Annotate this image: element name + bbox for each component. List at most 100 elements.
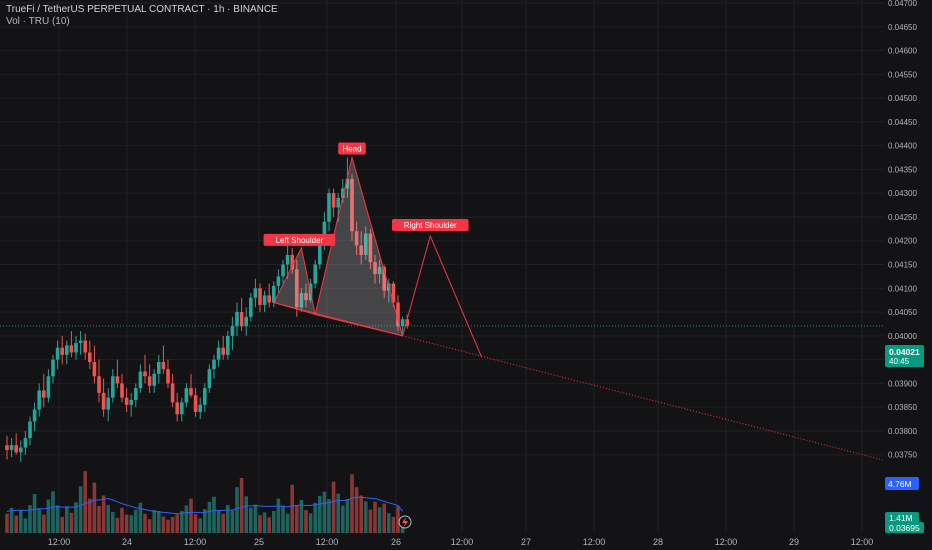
volume-bar <box>267 517 271 533</box>
candle <box>193 388 198 417</box>
volume-bar <box>391 516 396 533</box>
candle <box>115 359 120 389</box>
price-tick-label: 0.04400 <box>888 142 917 151</box>
candle <box>327 188 331 232</box>
candle <box>226 331 230 360</box>
time-tick-label: 12:00 <box>583 537 606 547</box>
price-axis[interactable]: 0.04700 0.04650 0.04600 0.04550 0.04500 0.044… <box>884 0 932 533</box>
candle <box>129 392 133 417</box>
candle <box>295 259 299 317</box>
candle <box>92 345 97 384</box>
head-label[interactable]: Head <box>338 142 366 155</box>
candle <box>244 307 248 336</box>
head-and-shoulders-pattern[interactable]: Left Shoulder Head Right Shoulder <box>263 142 885 461</box>
candle <box>9 438 14 458</box>
volume-bar <box>189 498 193 533</box>
price-tick-label: 0.04050 <box>888 308 917 317</box>
candle <box>5 435 9 460</box>
volume-bar <box>239 478 244 533</box>
time-tick-label: 25 <box>254 537 264 547</box>
volume-bar <box>32 494 37 533</box>
candle <box>32 402 37 431</box>
last-price-badge: 0.04021 40:45 <box>885 345 924 367</box>
price-tick-label: 0.04650 <box>888 23 917 32</box>
right-shoulder-label[interactable]: Right Shoulder <box>391 218 469 231</box>
candle <box>134 383 138 408</box>
volume-bar <box>106 505 110 533</box>
symbol-title[interactable]: TrueFi / TetherUS PERPETUAL CONTRACT · 1… <box>6 4 278 15</box>
candle <box>304 283 308 308</box>
candle <box>51 354 55 384</box>
volume-bar <box>78 486 83 533</box>
volume-bar <box>262 512 267 533</box>
volume-bar <box>295 505 299 533</box>
volume-bar <box>244 496 248 533</box>
volume-bar <box>147 519 152 533</box>
price-tick-label: 0.03750 <box>888 451 917 460</box>
price-tick-label: 0.04350 <box>888 165 917 174</box>
left-shoulder-shape[interactable] <box>273 246 316 316</box>
candle <box>37 383 41 417</box>
price-tick-label: 0.04500 <box>888 94 917 103</box>
volume-bar <box>221 513 225 533</box>
volume-bar <box>120 507 124 533</box>
price-tick-label: 0.03850 <box>888 403 917 412</box>
lightning-icon[interactable] <box>398 515 412 529</box>
right-shoulder-shape[interactable] <box>402 234 483 358</box>
volume-bar <box>400 526 405 533</box>
time-axis[interactable]: 12:00 24 12:00 25 12:00 26 12:00 27 12:00 28 12:00… <box>0 533 932 550</box>
candle <box>230 316 235 351</box>
candle <box>198 397 202 420</box>
volume-bar <box>230 510 235 533</box>
volume-bar <box>364 501 368 533</box>
volume-bar <box>23 518 28 533</box>
candle <box>138 364 143 393</box>
volume-bar <box>129 515 133 533</box>
volume-bar <box>313 502 317 533</box>
time-tick-label: 12:00 <box>48 537 71 547</box>
volume-bars <box>5 471 405 533</box>
price-tick-label: 0.04250 <box>888 213 917 222</box>
time-tick-label: 12:00 <box>851 537 874 547</box>
neckline-extension[interactable] <box>402 335 885 461</box>
left-shoulder-label[interactable]: Left Shoulder <box>263 233 336 246</box>
candle <box>180 397 184 422</box>
time-tick-label: 12:00 <box>184 537 207 547</box>
volume-bar <box>180 511 184 533</box>
volume-bar <box>304 510 308 533</box>
volume-legend[interactable]: Vol · TRU (10) <box>6 16 70 27</box>
neckline[interactable] <box>273 302 403 337</box>
volume-bar <box>249 507 253 533</box>
time-tick-label: 12:00 <box>715 537 738 547</box>
candle <box>313 259 317 289</box>
candle <box>147 364 152 393</box>
volume-bar <box>46 499 51 533</box>
volume-bar <box>166 519 170 533</box>
candle <box>184 383 189 408</box>
head-shape[interactable] <box>314 155 404 337</box>
volume-bar <box>51 491 55 533</box>
volume-bar <box>152 510 156 533</box>
volume-bar <box>28 505 32 533</box>
candle <box>78 331 83 355</box>
price-tick-label: 0.04450 <box>888 118 917 127</box>
candle <box>249 293 253 322</box>
candle <box>253 278 258 308</box>
volume-bar <box>212 496 216 533</box>
candle <box>258 283 262 313</box>
candle <box>60 335 64 365</box>
candle <box>106 388 110 422</box>
volume-bar <box>207 501 212 533</box>
volume-bar <box>101 495 106 533</box>
volume-bar <box>331 481 336 533</box>
price-tick-label: 0.04100 <box>888 284 917 293</box>
volume-bar <box>318 495 322 533</box>
candle <box>267 283 271 308</box>
time-tick-label: 24 <box>122 537 132 547</box>
candle <box>235 302 239 336</box>
volume-bar <box>350 474 354 533</box>
volume-bar <box>184 505 189 533</box>
candle <box>74 335 78 360</box>
volume-bar <box>387 513 391 533</box>
